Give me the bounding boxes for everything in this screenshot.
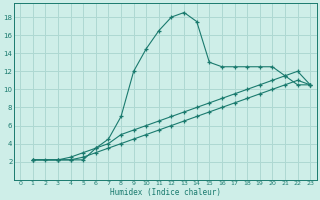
X-axis label: Humidex (Indice chaleur): Humidex (Indice chaleur)	[110, 188, 221, 197]
